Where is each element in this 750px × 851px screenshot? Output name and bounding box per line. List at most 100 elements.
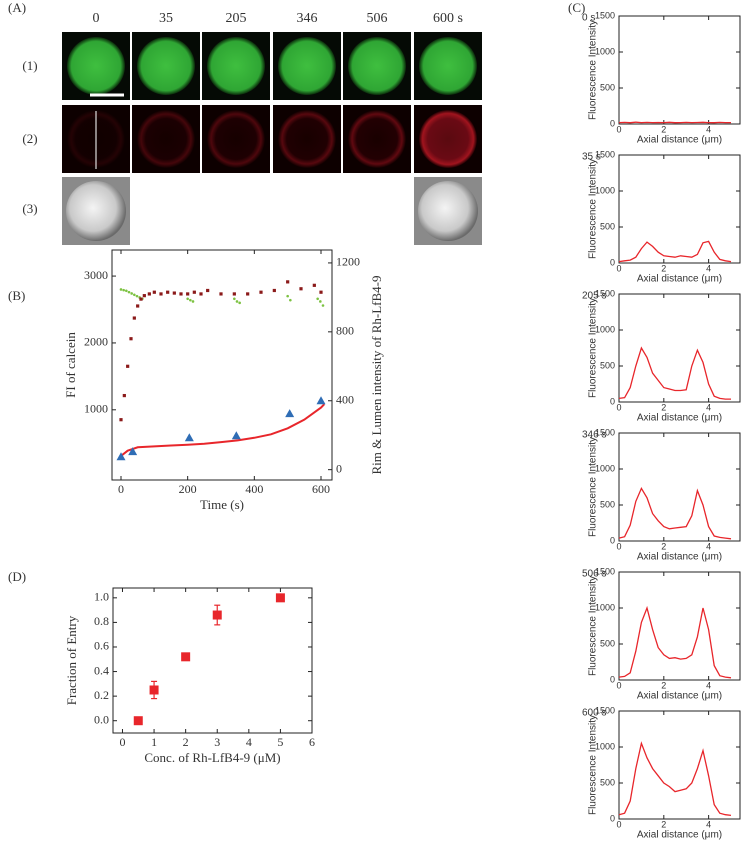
x-tick-label: 6 xyxy=(309,735,315,749)
time-header: 506 xyxy=(367,11,388,26)
data-point xyxy=(119,288,123,291)
y-tick-label: 1500 xyxy=(595,566,615,576)
x-axis-label: Axial distance (μm) xyxy=(637,691,722,702)
plot-frame xyxy=(618,571,741,681)
x-tick-label: 0 xyxy=(616,541,621,551)
y-tick-label: 0 xyxy=(610,813,615,823)
data-point xyxy=(231,431,241,440)
data-line xyxy=(618,486,732,540)
calcein-cell xyxy=(207,37,265,95)
y2-tick-label: 400 xyxy=(336,392,354,406)
data-point xyxy=(319,300,322,303)
x-tick-label: 2 xyxy=(661,541,666,551)
data-point xyxy=(235,300,239,303)
time-header: 346 xyxy=(297,11,318,26)
x-tick-label: 0 xyxy=(616,680,621,690)
y2-tick-label: 800 xyxy=(336,324,354,338)
y2-tick-label: 0 xyxy=(336,461,342,475)
y-tick-label: 0 xyxy=(610,396,615,406)
x-axis-label: Axial distance (μm) xyxy=(637,413,722,424)
data-point xyxy=(147,292,151,296)
brightfield-cell xyxy=(66,181,126,241)
y-axis-label: Fluorescence Intensity xyxy=(588,20,599,120)
plot-frame xyxy=(111,249,333,481)
chart-title: 600 s xyxy=(582,708,606,719)
x-axis-label: Axial distance (μm) xyxy=(637,830,722,841)
time-header: 35 xyxy=(159,11,173,26)
y-axis-label: Fluorescence Intensity xyxy=(588,715,599,815)
chart: 0 200 400 600 1000 2000 3000 0 400 800 1200 Time (s… xyxy=(63,249,384,512)
row-label: (3) xyxy=(22,201,37,216)
data-point xyxy=(132,316,136,320)
data-point xyxy=(289,298,292,302)
y-axis-label: Fluorescence Intensity xyxy=(588,437,599,537)
x-tick-label: 2 xyxy=(661,680,666,690)
rhodamine-cell xyxy=(207,110,265,168)
data-line xyxy=(618,240,732,263)
y-tick-label: 1500 xyxy=(595,149,615,159)
x-tick-label: 4 xyxy=(706,263,711,273)
x-tick-label: 3 xyxy=(214,735,220,749)
y-tick-label: 1000 xyxy=(595,185,615,195)
y-tick-label: 1500 xyxy=(595,427,615,437)
data-point xyxy=(133,293,136,297)
y-axis-label: Fluorescence Intensity xyxy=(588,576,599,676)
x-tick-label: 2 xyxy=(183,735,189,749)
x-tick-label: 2 xyxy=(661,819,666,829)
x-tick-label: 1 xyxy=(151,735,157,749)
data-point xyxy=(321,304,325,307)
data-line xyxy=(120,403,326,457)
data-point xyxy=(116,452,126,461)
y-tick-label: 1000 xyxy=(595,741,615,751)
x-tick-label: 4 xyxy=(706,819,711,829)
data-point xyxy=(233,297,236,301)
x-tick-label: 0 xyxy=(118,482,124,496)
data-point xyxy=(125,289,128,293)
chart-title: 0 s xyxy=(582,13,595,24)
data-point xyxy=(133,716,143,726)
y-tick-label: 0.8 xyxy=(94,614,109,628)
data-point xyxy=(119,418,123,422)
chart-title: 35 s xyxy=(582,152,601,163)
y-tick-label: 500 xyxy=(600,360,615,370)
data-point xyxy=(299,287,303,291)
data-point xyxy=(122,393,126,398)
x-tick-label: 5 xyxy=(277,735,283,749)
data-point xyxy=(172,291,176,295)
data-point xyxy=(186,292,190,296)
chart-title: 346 s xyxy=(582,430,606,441)
data-point xyxy=(238,301,241,305)
data-line xyxy=(618,741,732,817)
data-point xyxy=(127,290,131,294)
data-point xyxy=(259,290,263,294)
y-tick-label: 0.4 xyxy=(94,663,109,677)
data-point xyxy=(130,292,133,295)
data-point xyxy=(129,337,133,341)
panel-label: (D) xyxy=(8,569,26,584)
y-tick-label: 1000 xyxy=(595,46,615,56)
row-label: (2) xyxy=(22,131,37,146)
data-point xyxy=(142,294,146,298)
data-point xyxy=(126,364,130,368)
data-point xyxy=(286,280,290,284)
x-tick-label: 0 xyxy=(616,402,621,412)
data-line xyxy=(618,121,731,124)
calcein-cell xyxy=(278,37,336,95)
data-point xyxy=(159,292,163,296)
y-tick-label: 1000 xyxy=(595,463,615,473)
data-point xyxy=(135,294,139,298)
x-tick-label: 4 xyxy=(246,735,252,749)
x-axis-label: Time (s) xyxy=(200,497,244,512)
y-tick-label: 0 xyxy=(610,257,615,267)
data-point xyxy=(199,292,203,296)
data-point xyxy=(192,290,196,294)
plot-frame xyxy=(112,587,313,734)
y2-axis-label: Rim & Lumen intensity of Rh-LfB4-9 xyxy=(369,276,384,475)
y2-tick-label: 1200 xyxy=(336,255,360,269)
